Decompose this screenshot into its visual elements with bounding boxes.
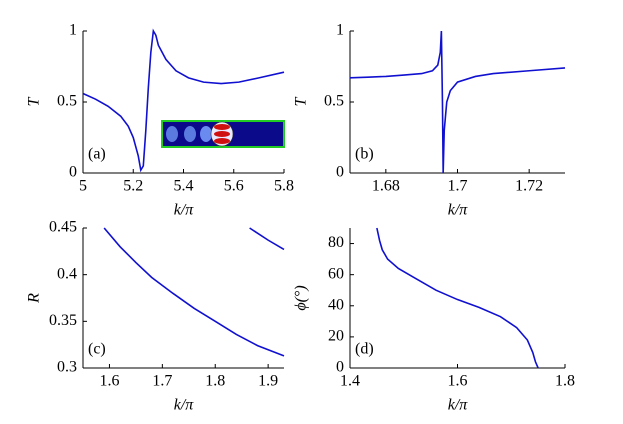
y-axis-label: T (293, 96, 310, 106)
y-tick-label: 0.4 (57, 265, 77, 282)
y-tick-label: 80 (328, 234, 344, 251)
y-tick-label: 0 (69, 164, 77, 181)
y-tick-label: 0 (336, 164, 344, 181)
panel-label: (c) (88, 341, 106, 358)
y-tick-label: 0.5 (324, 93, 344, 110)
x-tick-label: 1.8 (555, 373, 575, 390)
panel-label: (d) (355, 341, 374, 358)
x-tick-label: 1.6 (448, 373, 468, 390)
x-tick-label: 1.7 (448, 178, 468, 195)
x-axis-label: k/π (448, 397, 469, 414)
x-tick-label: 5.6 (224, 178, 244, 195)
data-line (249, 227, 285, 251)
y-tick-label: 1 (69, 22, 77, 39)
x-axis-label: k/π (174, 202, 195, 219)
y-tick-label: 20 (328, 328, 344, 345)
data-line (349, 30, 566, 174)
y-axis-label: R (26, 293, 43, 304)
data-line (103, 227, 285, 357)
x-tick-label: 1.8 (205, 373, 225, 390)
x-axis-label: k/π (448, 202, 469, 219)
y-tick-label: 40 (328, 296, 344, 313)
inset-image (161, 120, 285, 148)
y-tick-label: 1 (336, 22, 344, 39)
x-tick-label: 1.7 (152, 373, 172, 390)
x-tick-label: 5.4 (174, 178, 194, 195)
y-tick-label: 0.35 (49, 312, 77, 329)
data-line (82, 28, 285, 173)
y-tick-label: 60 (328, 265, 344, 282)
x-tick-label: 1.9 (258, 373, 278, 390)
y-tick-label: 0.5 (57, 93, 77, 110)
x-tick-label: 5.2 (123, 178, 143, 195)
x-tick-label: 5.8 (274, 178, 294, 195)
y-axis-label: T (26, 96, 43, 106)
x-tick-label: 1.4 (340, 373, 360, 390)
x-tick-label: 1.6 (99, 373, 119, 390)
y-tick-label: 0 (336, 359, 344, 376)
y-tick-label: 0.45 (49, 219, 77, 236)
x-tick-label: 5 (79, 178, 87, 195)
data-line (376, 227, 539, 369)
y-tick-label: 0.3 (57, 359, 77, 376)
x-axis-label: k/π (174, 397, 195, 414)
x-tick-label: 1.72 (515, 178, 543, 195)
x-tick-label: 1.68 (372, 178, 400, 195)
y-axis-label: ϕ(°) (293, 285, 310, 310)
panel-label: (a) (88, 146, 106, 163)
panel-label: (b) (355, 146, 374, 163)
